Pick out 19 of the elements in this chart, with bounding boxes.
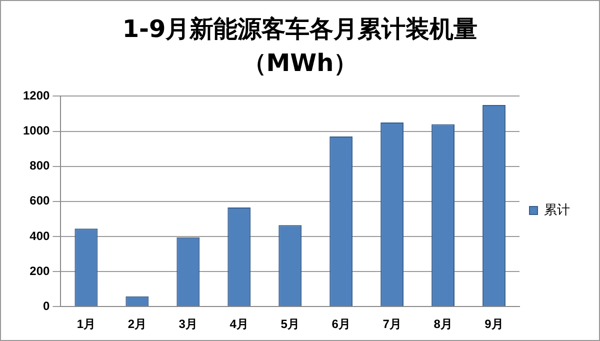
y-tick-label: 1000 [22,124,50,138]
y-tick-label: 600 [30,194,50,208]
chart-title: 1-9月新能源客车各月累计装机量 [121,14,479,45]
x-tick-label: 1月 [76,317,96,332]
x-tick-label: 5月 [280,317,300,332]
y-tick-label: 200 [30,264,50,278]
y-tick-label: 400 [30,228,50,243]
chart-subtitle: （MWh） [241,48,359,79]
legend-label: 累计 [544,202,570,218]
x-tick-label: 9月 [484,317,504,332]
y-tick-label: 800 [30,158,50,173]
x-tick-label: 3月 [178,317,198,332]
y-tick-label: 1200 [22,88,50,103]
x-tick-label: 8月 [434,317,452,332]
x-tick-label: 7月 [382,317,402,332]
x-tick-label: 2月 [128,317,147,332]
x-tick-label: 4月 [230,317,248,332]
y-tick-label: 0 [43,298,50,313]
x-tick-label: 6月 [332,317,350,332]
